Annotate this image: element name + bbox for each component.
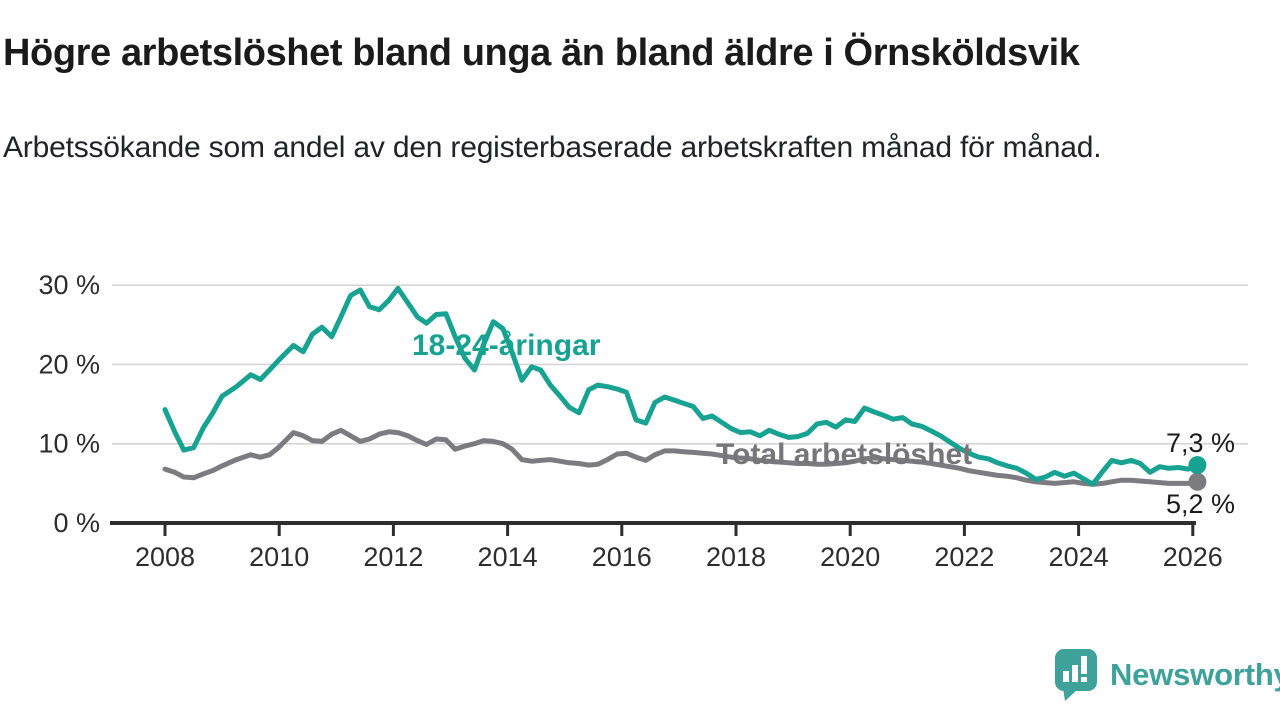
y-tick-label: 20 % [38, 349, 100, 379]
x-tick-label: 2020 [820, 542, 880, 572]
series-label-total: Total arbetslöshet [716, 438, 973, 471]
chart-subtitle: Arbetssökande som andel av den registerb… [3, 131, 1102, 164]
logo-exclamation-bar [1081, 656, 1087, 674]
series-line-total [162, 427, 1200, 487]
end-value-label-total: 5,2 % [1166, 489, 1236, 519]
series-line-young [162, 285, 1200, 487]
end-dot-total [1188, 472, 1207, 491]
logo-bubble-tail [1063, 688, 1079, 701]
end-value-label-young: 7,3 % [1166, 428, 1236, 458]
x-tick-label: 2018 [706, 542, 766, 572]
x-tick-label: 2014 [478, 542, 538, 572]
chart-title: Högre arbetslöshet bland unga än bland ä… [3, 32, 1080, 74]
x-tick-label: 2022 [934, 542, 994, 572]
newsworthy-logo[interactable]: Newsworthy [1054, 648, 1280, 702]
y-tick-label: 30 % [38, 270, 100, 300]
x-tick-label: 2008 [135, 542, 195, 572]
logo-bar-short [1063, 671, 1069, 682]
x-tick-label: 2012 [363, 542, 423, 572]
logo-exclamation-dot [1081, 677, 1087, 682]
y-tick-label: 10 % [38, 429, 100, 459]
newsworthy-wordmark: Newsworthy [1110, 657, 1280, 692]
series-label-young: 18-24-åringar [412, 329, 601, 362]
x-tick-label: 2016 [592, 542, 652, 572]
end-dot-young [1188, 456, 1207, 475]
x-tick-label: 2026 [1163, 542, 1223, 572]
x-tick-label: 2010 [249, 542, 309, 572]
logo-bar-tall [1072, 665, 1078, 682]
y-tick-label: 0 % [53, 508, 100, 538]
x-tick-label: 2024 [1049, 542, 1109, 572]
newsworthy-icon [1055, 649, 1097, 701]
